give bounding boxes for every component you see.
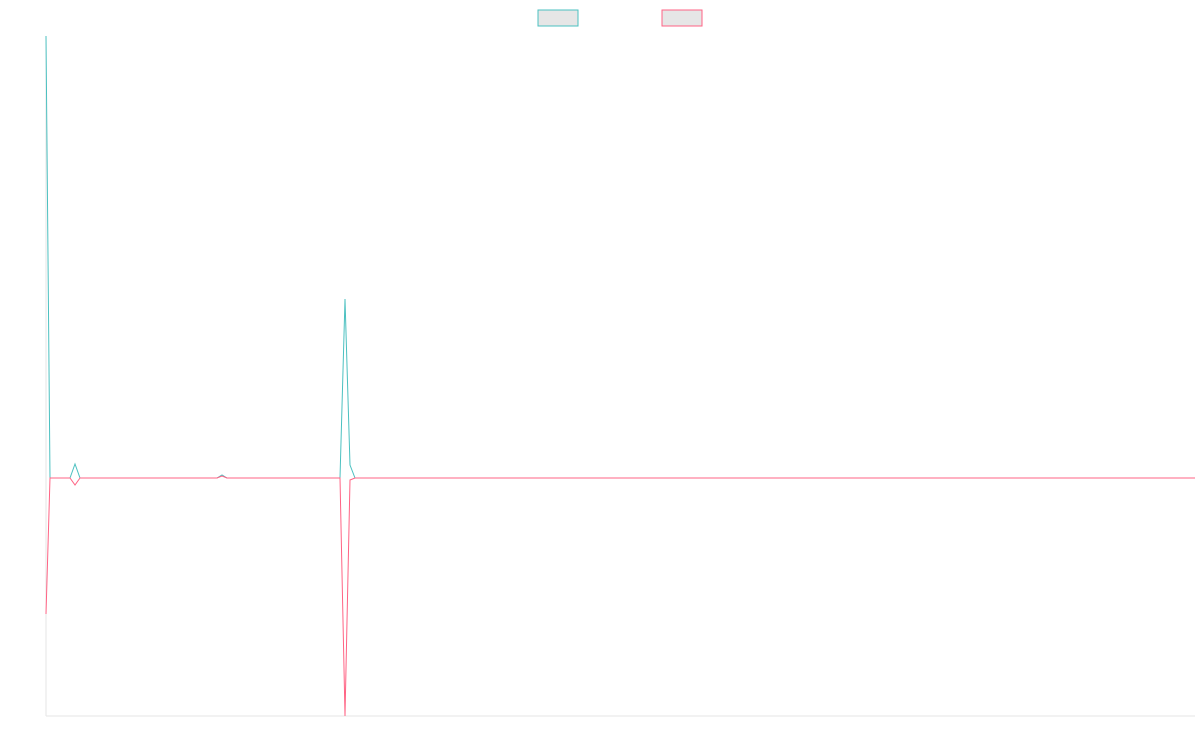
series-line [45,35,1195,479]
series-line [45,475,1195,717]
legend-swatch[interactable] [537,9,579,27]
legend-swatch[interactable] [661,9,703,27]
